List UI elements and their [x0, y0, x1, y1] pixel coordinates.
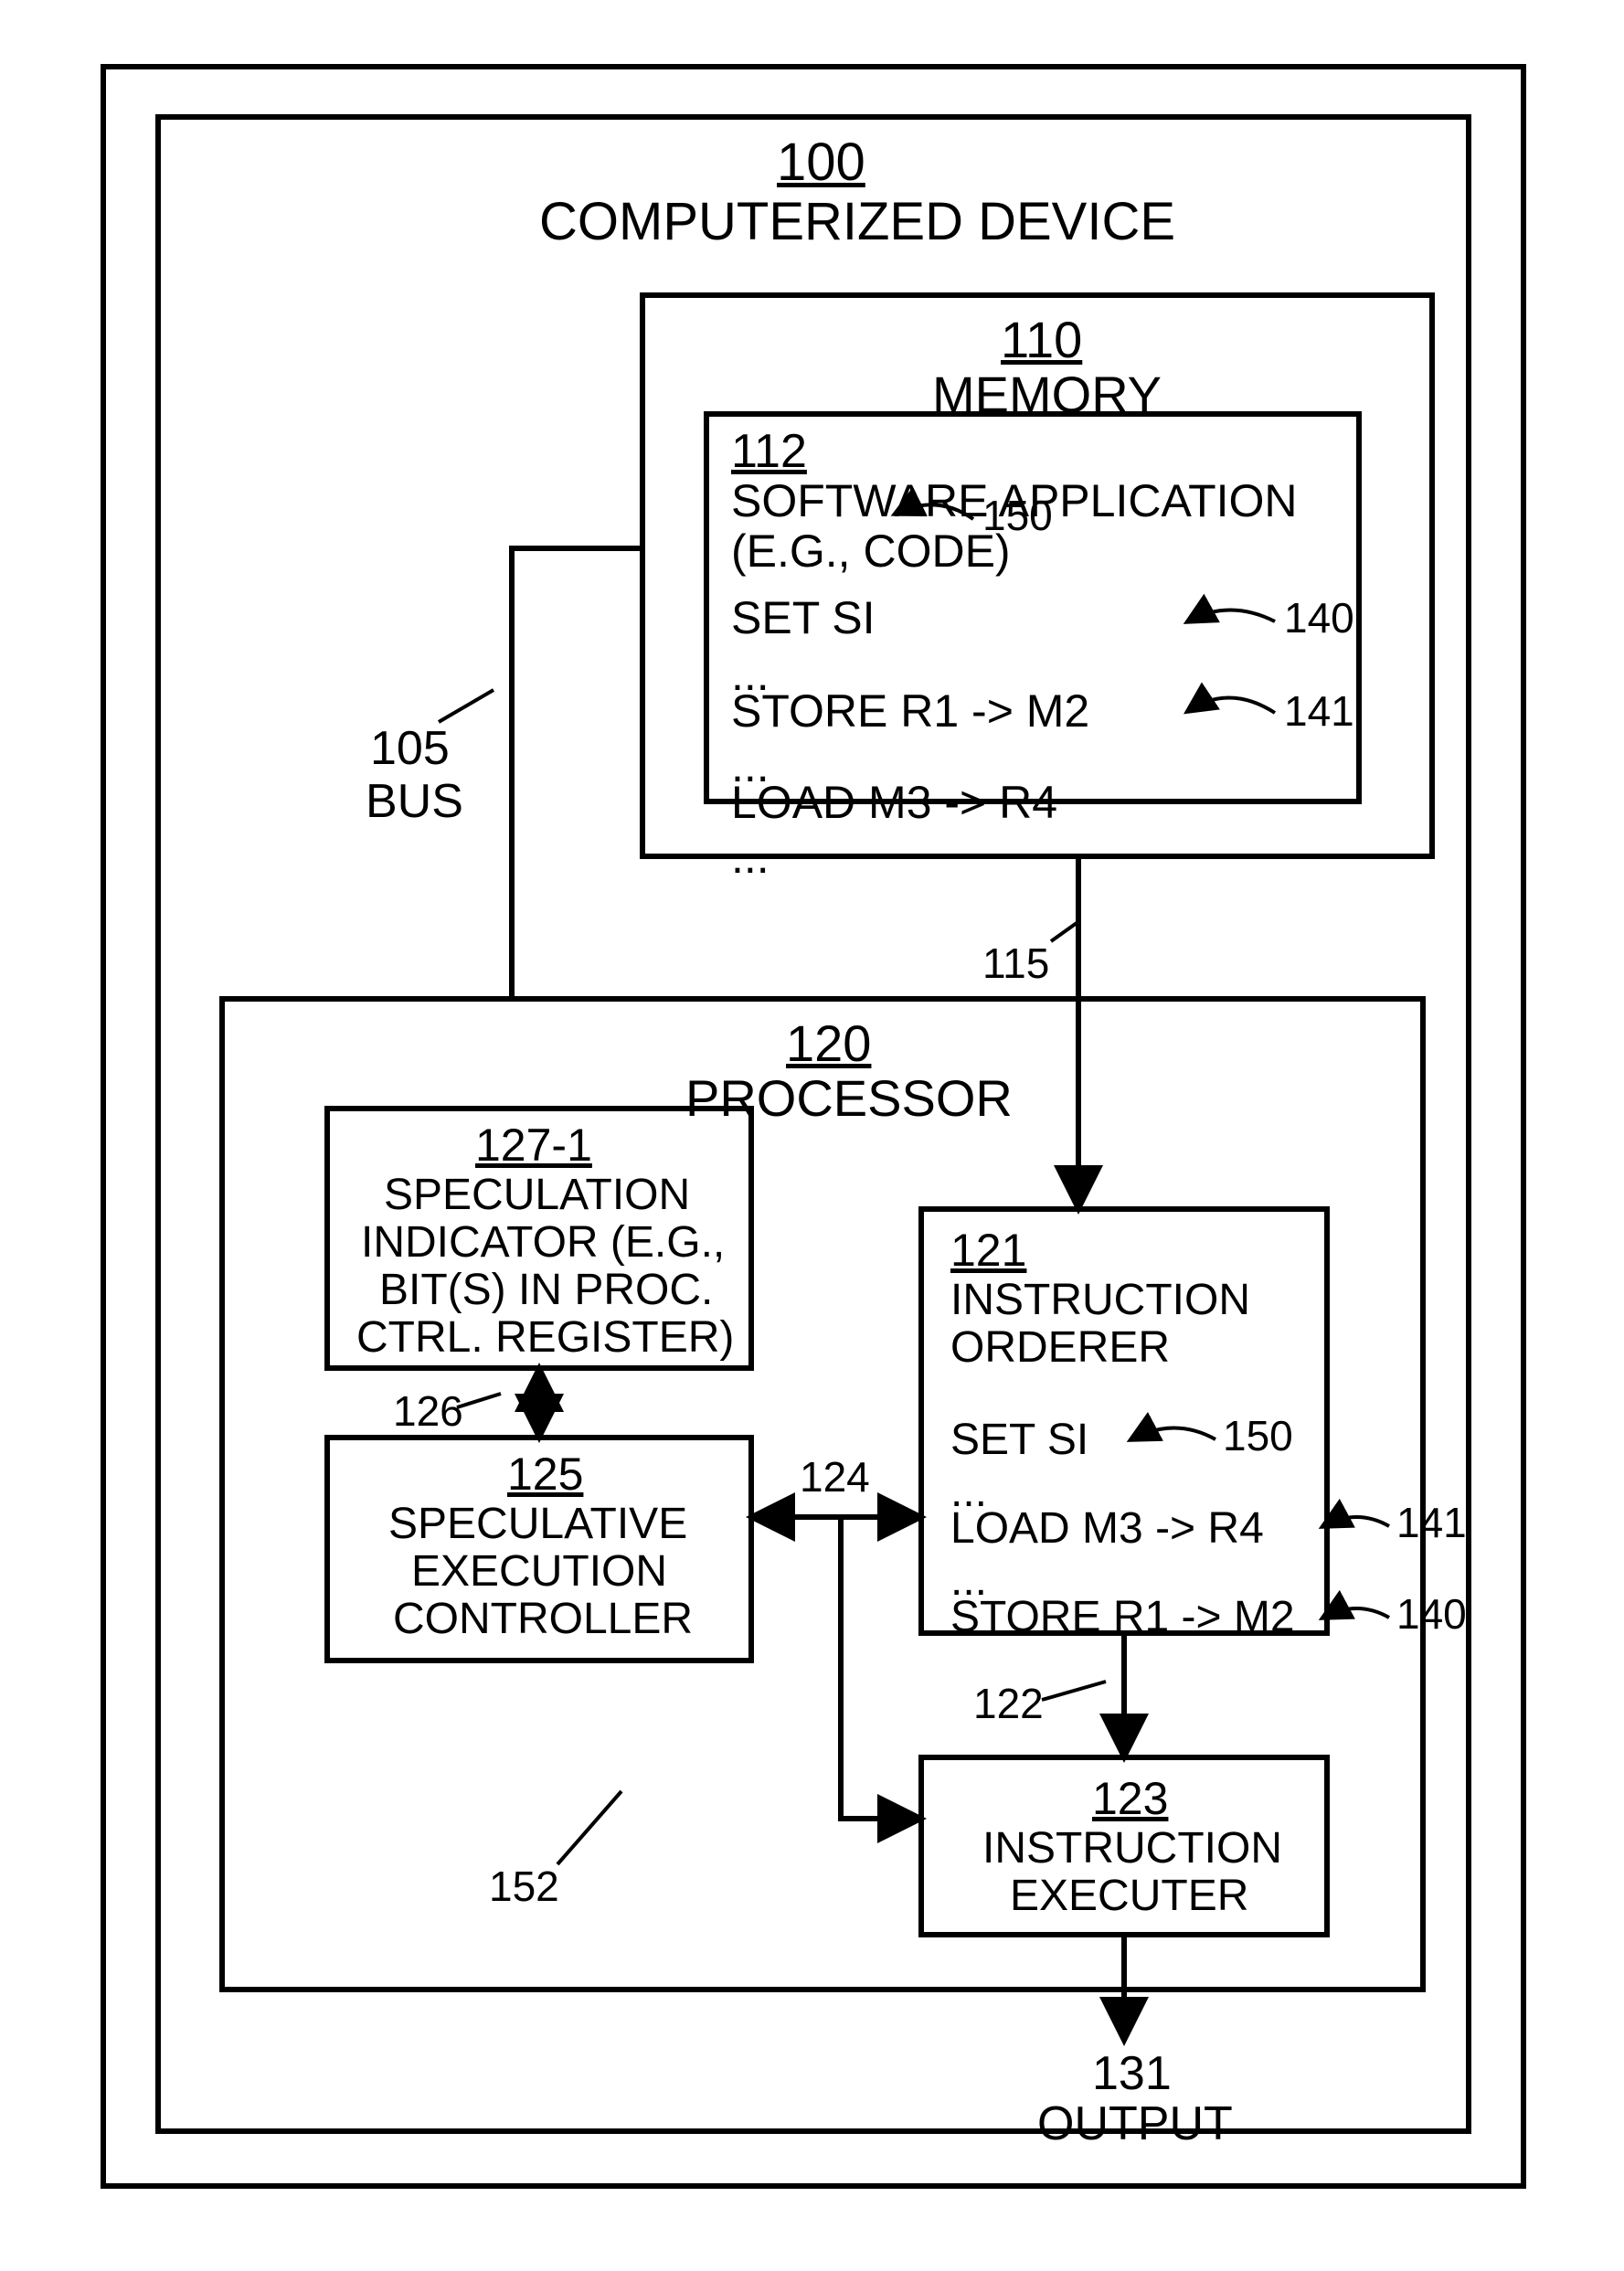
leader-115: 115: [982, 939, 1049, 988]
device-num: 100: [777, 133, 865, 194]
leader-152: 152: [489, 1862, 559, 1911]
leader-150a: 150: [982, 492, 1053, 540]
processor-label: PROCESSOR: [685, 1069, 1013, 1128]
leader-140b: 140: [1396, 1590, 1467, 1639]
leader-122: 122: [973, 1680, 1044, 1728]
app-ellipsis-3: ...: [731, 832, 770, 885]
leader-141a: 141: [1284, 687, 1354, 736]
app-store: STORE R1 -> M2: [731, 685, 1089, 738]
executer-l1: INSTRUCTION: [982, 1823, 1282, 1873]
leader-124: 124: [800, 1453, 870, 1502]
processor-num: 120: [786, 1014, 871, 1073]
orderer-store: STORE R1 -> M2: [950, 1592, 1295, 1642]
app-set-si: SET SI: [731, 592, 875, 645]
leader-140a: 140: [1284, 594, 1354, 642]
app-num: 112: [731, 425, 807, 480]
speccon-num: 125: [507, 1449, 583, 1502]
leader-126: 126: [393, 1387, 463, 1436]
speccon-l3: CONTROLLER: [393, 1594, 693, 1644]
memory-num: 110: [1001, 311, 1082, 369]
specind-l1: SPECULATION: [384, 1170, 690, 1220]
device-label: COMPUTERIZED DEVICE: [539, 192, 1175, 253]
memory-label: MEMORY: [932, 366, 1162, 424]
specind-l3: BIT(S) IN PROC.: [379, 1265, 713, 1315]
orderer-load: LOAD M3 -> R4: [950, 1503, 1264, 1554]
executer-num: 123: [1092, 1773, 1168, 1826]
bus-label: BUS: [366, 775, 463, 830]
orderer-set-si: SET SI: [950, 1415, 1088, 1465]
executer-l2: EXECUTER: [1010, 1871, 1248, 1921]
leader-141b: 141: [1396, 1499, 1467, 1547]
orderer-num: 121: [950, 1225, 1026, 1278]
speccon-l1: SPECULATIVE: [388, 1499, 687, 1549]
specind-l2: INDICATOR (E.G.,: [361, 1217, 725, 1268]
bus-num: 105: [370, 722, 450, 777]
speccon-l2: EXECUTION: [411, 1546, 667, 1597]
leader-150b: 150: [1223, 1412, 1293, 1460]
app-load: LOAD M3 -> R4: [731, 777, 1057, 830]
specind-num: 127-1: [475, 1120, 592, 1173]
output-num: 131: [1092, 2047, 1172, 2102]
orderer-l1: INSTRUCTION: [950, 1275, 1250, 1325]
output-label: OUTPUT: [1037, 2097, 1233, 2152]
app-label-2: (E.G., CODE): [731, 525, 1011, 578]
specind-l4: CTRL. REGISTER): [356, 1312, 734, 1363]
orderer-l2: ORDERER: [950, 1322, 1170, 1373]
